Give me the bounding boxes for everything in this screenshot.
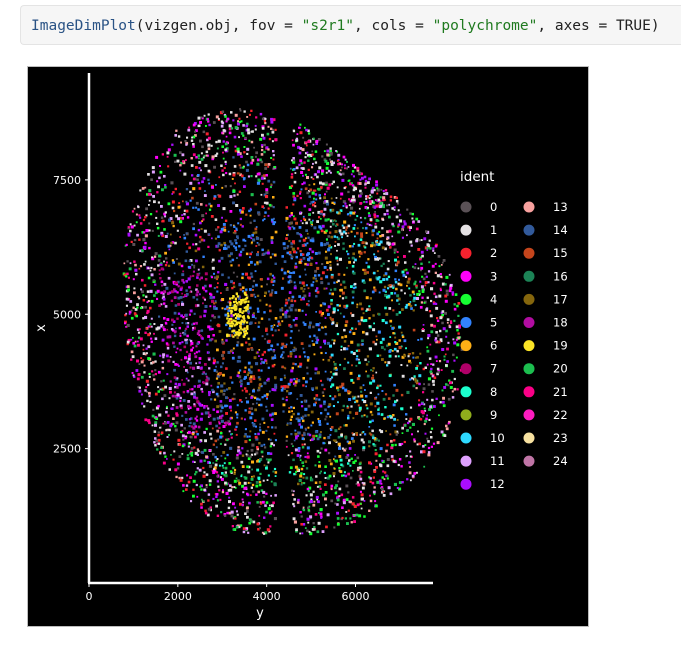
legend-swatch-19 [523,340,535,352]
legend-swatch-9 [460,409,472,421]
legend-swatch-21 [523,386,535,398]
legend-swatch-23 [523,432,535,444]
legend-swatch-12 [460,478,472,490]
x-tick-label: 6000 [341,590,369,603]
y-tick-label: 7500 [53,174,81,187]
legend-swatch-2 [460,247,472,259]
legend-label-8: 8 [490,385,497,399]
code-cols-arg: , cols = [354,18,433,34]
y-tick-label: 2500 [53,443,81,456]
legend-label-24: 24 [553,454,568,468]
legend-swatch-1 [460,224,472,236]
legend-label-21: 21 [553,385,568,399]
legend-swatch-24 [523,455,535,467]
legend-swatch-11 [460,455,472,467]
legend-swatch-17 [523,293,535,305]
axis-layer: 2500 5000 7500 0 2000 4000 6000 y x [34,73,433,621]
legend-swatch-16 [523,270,535,282]
x-tick-label: 0 [86,590,93,603]
y-axis-ticks: 2500 5000 7500 [53,174,89,456]
legend-label-7: 7 [490,362,497,376]
legend-label-11: 11 [490,454,505,468]
legend-swatch-6 [460,340,472,352]
legend-label-1: 1 [490,223,497,237]
code-cols-string: "polychrome" [432,18,538,34]
cell-scatter-layer [122,108,464,536]
legend-label-5: 5 [490,316,497,330]
code-cell: ImageDimPlot(vizgen.obj, fov = "s2r1", c… [20,5,681,45]
legend-label-13: 13 [553,200,568,214]
legend-swatch-7 [460,363,472,375]
legend-label-15: 15 [553,246,568,260]
legend-swatch-13 [523,201,535,213]
legend-label-4: 4 [490,292,497,306]
legend-title: ident [460,169,494,185]
legend: ident 0123456789101112131415161718192021… [460,169,568,491]
legend-label-3: 3 [490,269,497,283]
legend-swatch-14 [523,224,535,236]
legend-label-23: 23 [553,431,568,445]
x-tick-label: 4000 [253,590,281,603]
y-tick-label: 5000 [53,308,81,321]
legend-swatch-3 [460,270,472,282]
legend-label-14: 14 [553,223,568,237]
legend-swatch-10 [460,432,472,444]
code-function-name: ImageDimPlot [31,18,136,34]
legend-label-9: 9 [490,408,497,422]
code-arguments-open: (vizgen.obj, fov = [135,18,302,34]
legend-label-6: 6 [490,339,497,353]
legend-swatch-18 [523,317,535,328]
legend-swatch-20 [523,363,535,375]
x-axis-title: y [256,606,264,621]
legend-swatch-0 [460,201,472,213]
legend-label-22: 22 [553,408,568,422]
legend-label-18: 18 [553,316,568,330]
legend-swatch-15 [523,247,535,259]
legend-label-12: 12 [490,477,505,491]
legend-label-16: 16 [553,269,568,283]
legend-swatch-22 [523,409,535,421]
code-fov-string: "s2r1" [301,18,355,34]
legend-label-10: 10 [490,431,505,445]
legend-label-0: 0 [490,200,497,214]
legend-swatch-4 [460,293,472,305]
y-axis-title: x [34,324,49,332]
legend-label-20: 20 [553,362,568,376]
legend-swatch-5 [460,317,472,328]
legend-label-17: 17 [553,292,568,306]
legend-label-2: 2 [490,246,497,260]
code-arguments-close: , axes = TRUE) [537,18,660,34]
legend-swatch-8 [460,386,472,398]
legend-label-19: 19 [553,339,568,353]
x-axis-ticks: 0 2000 4000 6000 [86,583,369,603]
x-tick-label: 2000 [164,590,192,603]
